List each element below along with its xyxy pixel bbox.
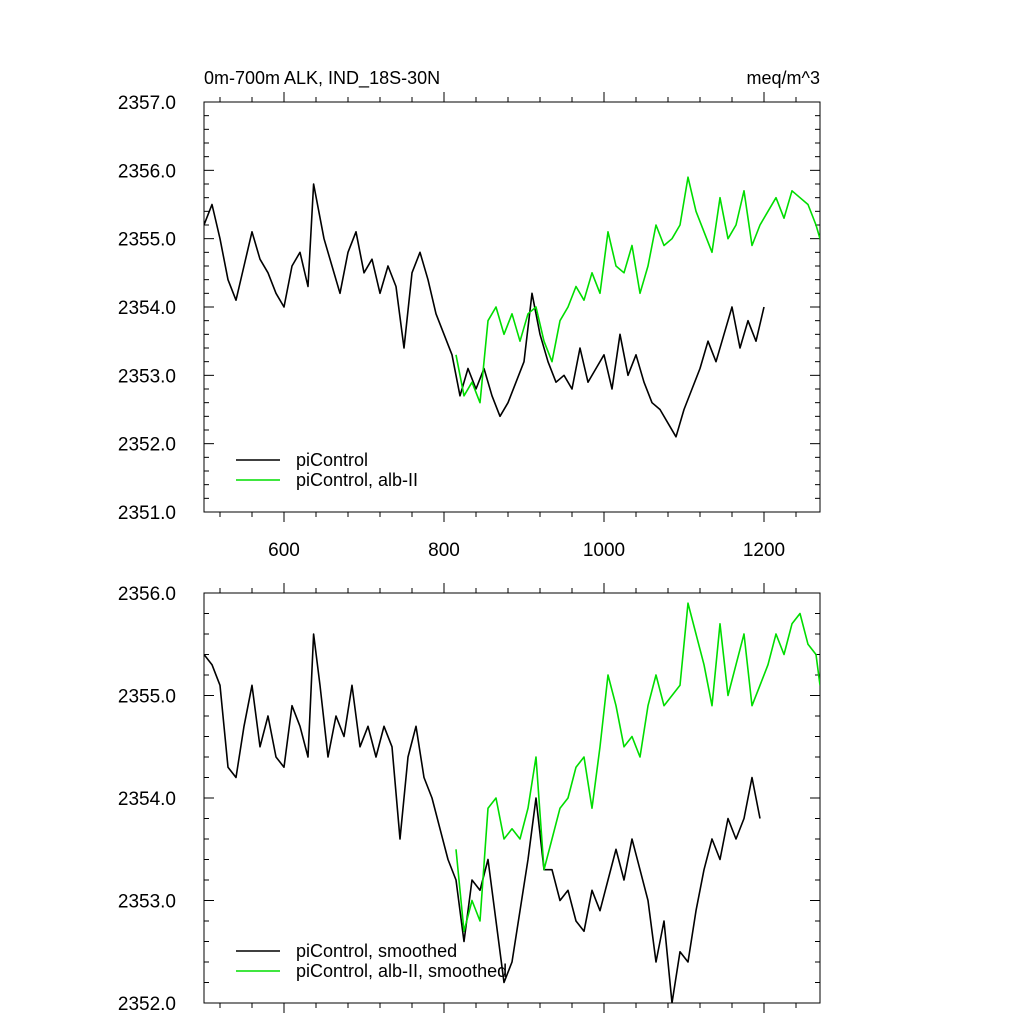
legend-label: piControl, alb-II [296, 470, 418, 490]
panel-bottom: 2352.0 2353.0 2354.0 2355.0 2356.0 piControl,… [118, 583, 821, 1015]
y-tick-label: 2352.0 [118, 435, 176, 456]
y-tick-label: 2354.0 [118, 789, 176, 810]
y-tick-label: 2353.0 [118, 892, 176, 913]
series-line-alb-ii [455, 602, 820, 933]
y-tick-label: 2355.0 [118, 230, 176, 251]
panel-bottom-plot: 2352.0 2353.0 2354.0 2355.0 2356.0 piControl,… [118, 583, 821, 1015]
panel-top-title: 0m-700m ALK, IND_18S-30N [204, 68, 440, 89]
x-tick-label: 1200 [743, 540, 785, 561]
y-tick-label: 2357.0 [118, 93, 176, 114]
legend-label: piControl [296, 450, 368, 470]
y-tick-label: 2351.0 [118, 503, 176, 524]
series-line-picontrol [204, 633, 761, 1003]
panel-top-units: meq/m^3 [747, 68, 820, 88]
x-tick-label: 800 [428, 540, 460, 561]
series-line-alb-ii [455, 176, 820, 404]
panel-top: 0m-700m ALK, IND_18S-30N meq/m^3 2351.02… [118, 68, 821, 561]
y-tick-label: 2353.0 [118, 366, 176, 387]
x-tick-label: 1000 [583, 540, 625, 561]
y-tick-label: 2356.0 [118, 161, 176, 182]
legend-label: piControl, alb-II, smoothed [296, 961, 507, 981]
panel-top-plot: 2351.0 2352.0 2353.0 2354.0 2355.0 2356.0 2357… [118, 92, 821, 561]
y-tick-label: 2352.0 [118, 994, 176, 1015]
x-tick-label: 600 [268, 540, 300, 561]
y-tick-label: 2355.0 [118, 687, 176, 708]
y-tick-label: 2354.0 [118, 298, 176, 319]
y-tick-label: 2356.0 [118, 584, 176, 605]
legend-label: piControl, smoothed [296, 941, 457, 961]
